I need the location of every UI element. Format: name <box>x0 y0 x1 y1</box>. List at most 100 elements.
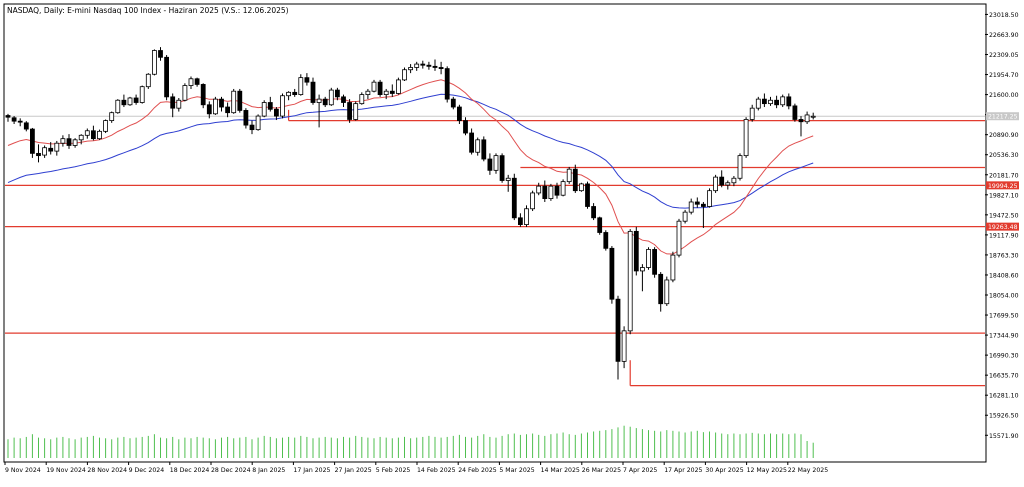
candle <box>328 87 334 106</box>
candle <box>719 170 725 188</box>
candle <box>664 276 670 306</box>
x-tick-label: 17 Apr 2025 <box>664 467 702 474</box>
candle <box>481 136 487 162</box>
candle <box>109 111 115 123</box>
candle <box>273 107 279 121</box>
price-tag-box <box>986 181 1019 190</box>
candle <box>560 179 566 197</box>
candle-body <box>591 206 596 219</box>
candle <box>151 49 157 76</box>
candle <box>420 60 426 69</box>
candle-body <box>621 330 627 362</box>
candle <box>402 67 407 82</box>
candle <box>493 153 499 174</box>
x-tick-label: 27 Jan 2025 <box>335 467 372 474</box>
candle-body <box>23 122 29 130</box>
candle <box>780 94 786 108</box>
candle <box>133 94 139 105</box>
x-tick-label: 7 Apr 2025 <box>623 467 657 474</box>
candle-body <box>749 107 755 120</box>
candle <box>255 114 261 131</box>
candle <box>688 198 694 215</box>
candle <box>371 79 377 93</box>
x-tick-label: 26 Mar 2025 <box>582 467 621 474</box>
candle-body <box>78 134 84 141</box>
candle-body <box>469 132 475 153</box>
candle-body <box>475 139 481 153</box>
candle <box>518 213 523 227</box>
candle <box>103 119 108 134</box>
candle <box>536 182 542 196</box>
candle-body <box>798 119 804 123</box>
y-tick-label: 22663.90 <box>989 32 1019 39</box>
candle-body <box>237 90 243 111</box>
candle <box>97 129 102 140</box>
candle-body <box>713 176 718 192</box>
candle-body <box>341 96 346 103</box>
y-tick-label: 18054.00 <box>989 293 1019 300</box>
candle-body <box>518 217 523 225</box>
y-tick-label: 20181.70 <box>989 172 1019 179</box>
candle-body <box>176 99 182 109</box>
candle <box>505 174 511 192</box>
candle-body <box>5 115 11 118</box>
candle <box>463 117 468 136</box>
x-tick-label: 12 May 2025 <box>747 467 787 474</box>
candle <box>438 61 444 75</box>
candle <box>554 182 560 199</box>
y-tick-label: 17699.50 <box>989 313 1019 320</box>
candle-body <box>267 102 273 110</box>
candle-body <box>505 177 511 181</box>
candle-body <box>395 79 401 94</box>
candle <box>414 61 420 71</box>
candle-body <box>316 98 322 103</box>
candle <box>127 96 133 106</box>
candle <box>219 96 224 112</box>
x-tick-label: 9 Nov 2024 <box>5 467 41 474</box>
candle <box>60 135 66 147</box>
candle <box>377 79 383 97</box>
candle-body <box>646 249 651 268</box>
candle <box>42 145 47 158</box>
candle <box>609 246 615 304</box>
candle <box>316 94 322 128</box>
candle <box>23 121 29 132</box>
candle-body <box>139 86 145 103</box>
candle-body <box>273 108 279 117</box>
candle <box>798 116 804 137</box>
candle <box>646 247 651 270</box>
candle <box>359 92 365 105</box>
date-axis: 9 Nov 2024 19 Nov 2024 28 Nov 2024 9 Dec 20… <box>4 462 828 474</box>
candle-body <box>493 155 499 171</box>
candle-body <box>688 201 694 213</box>
candle <box>524 205 529 227</box>
candle-body <box>249 124 255 131</box>
candle <box>652 247 657 278</box>
candle-body <box>456 106 462 121</box>
candle-body <box>420 63 426 66</box>
candle <box>713 174 718 193</box>
candle <box>432 59 438 71</box>
price-tag-label: 19263.48 <box>988 224 1018 231</box>
candle <box>225 102 231 118</box>
candle-body <box>347 102 353 120</box>
candle-body <box>29 128 35 154</box>
candle-body <box>158 50 163 58</box>
candle-body <box>255 115 261 131</box>
candle <box>347 99 353 123</box>
candle-body <box>371 81 377 92</box>
candle-body <box>115 99 121 114</box>
candle-body <box>786 96 792 107</box>
candle <box>670 251 676 283</box>
candle <box>383 88 389 100</box>
candle <box>621 326 627 369</box>
candle-body <box>542 185 548 199</box>
candle-body <box>84 130 90 136</box>
candle <box>231 88 237 114</box>
candle <box>341 94 346 108</box>
candle <box>768 96 773 106</box>
candle <box>304 73 310 86</box>
candle <box>84 128 90 139</box>
